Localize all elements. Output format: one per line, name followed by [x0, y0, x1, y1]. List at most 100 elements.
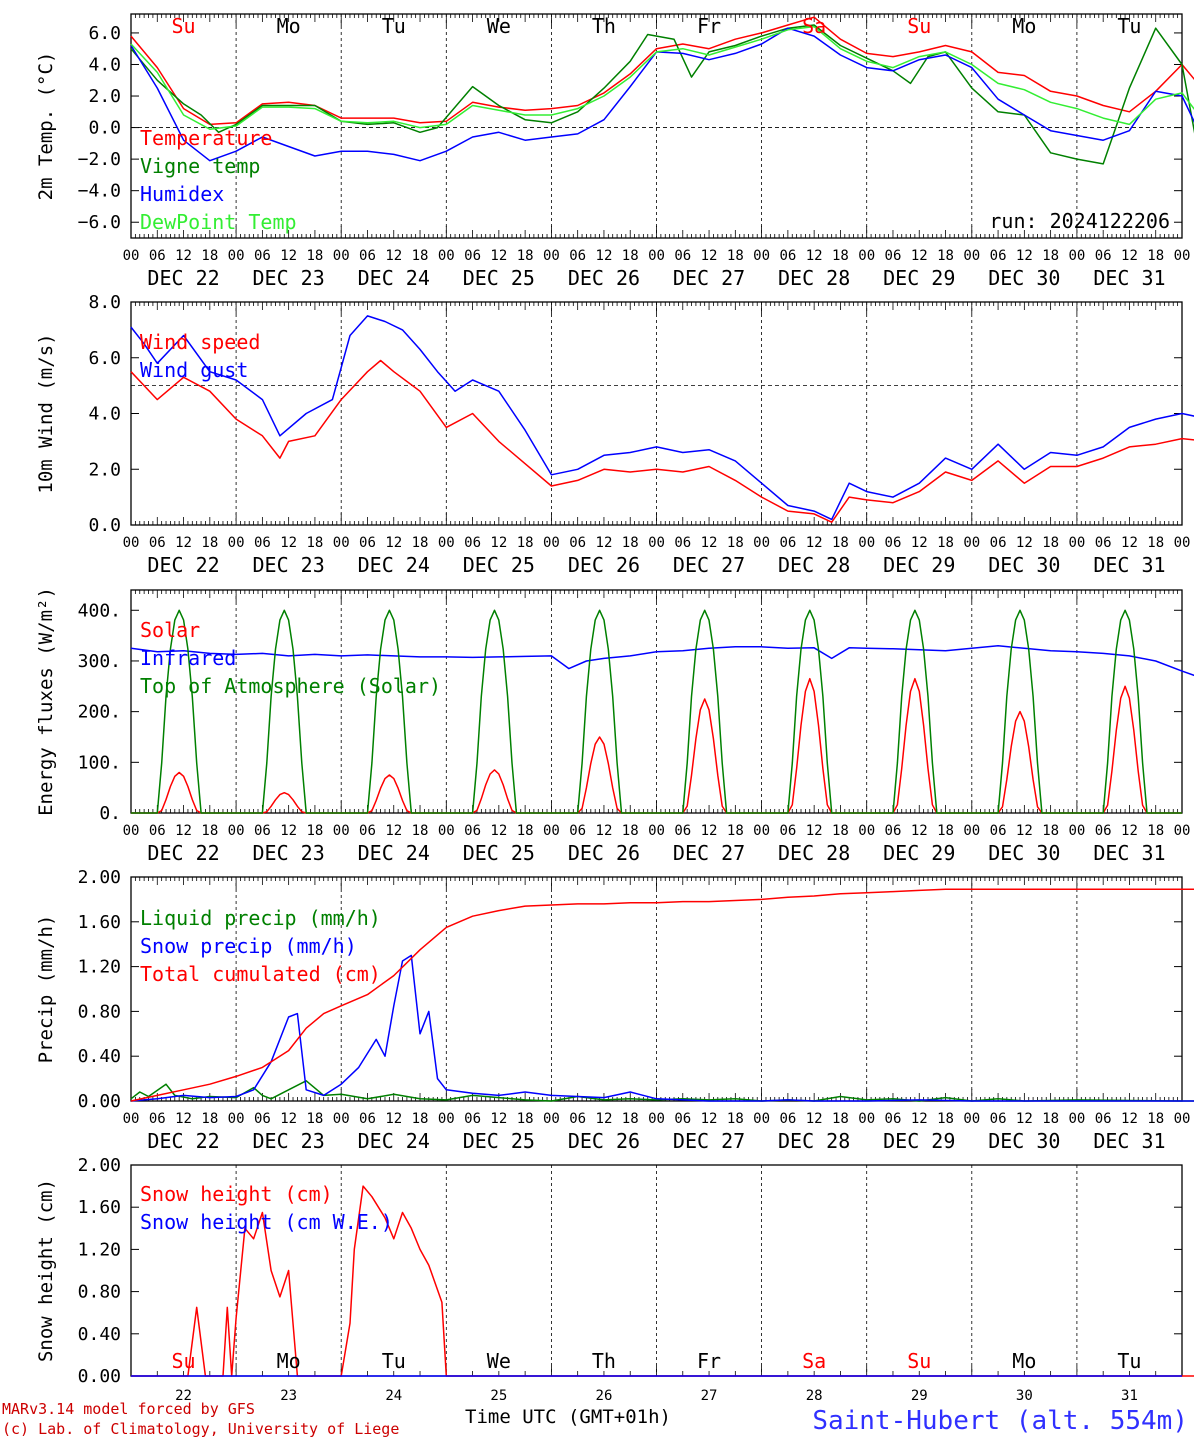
- run-label: run: 2024122206: [989, 209, 1170, 233]
- y-tick-label: 1.20: [78, 1239, 121, 1260]
- date-label: DEC 23: [253, 266, 325, 290]
- series-line: [130, 16, 1194, 126]
- weekday-label: Mo: [277, 1349, 301, 1373]
- date-label: DEC 31: [1093, 266, 1165, 290]
- date-label: DEC 28: [778, 553, 850, 577]
- y-tick-label: 0.80: [78, 1282, 121, 1303]
- weekday-label: Tu: [382, 1349, 406, 1373]
- hour-tick-label: 18: [1042, 248, 1059, 264]
- weekday-label: Mo: [1012, 14, 1036, 38]
- weekday-label: Tu: [382, 14, 406, 38]
- hour-tick-label: 12: [1016, 823, 1033, 839]
- hour-tick-label: 00: [1068, 535, 1085, 551]
- legend-label: DewPoint Temp: [140, 210, 297, 234]
- day-number-label: 31: [1121, 1388, 1138, 1404]
- hour-tick-label: 06: [885, 823, 902, 839]
- footer: MARv3.14 model forced by GFS (c) Lab. of…: [2, 1400, 1188, 1438]
- hour-tick-label: 00: [228, 248, 245, 264]
- hour-tick-label: 12: [1121, 535, 1138, 551]
- hour-tick-label: 12: [596, 1111, 613, 1127]
- hour-tick-label: 18: [306, 823, 323, 839]
- hour-tick-label: 00: [228, 1111, 245, 1127]
- hour-tick-label: 12: [490, 535, 507, 551]
- weekday-label: Mo: [1012, 1349, 1036, 1373]
- hour-tick-label: 12: [490, 248, 507, 264]
- hour-tick-label: 18: [1042, 1111, 1059, 1127]
- hour-tick-label: 18: [622, 535, 639, 551]
- hour-tick-label: 00: [543, 1111, 560, 1127]
- hour-tick-label: 18: [937, 248, 954, 264]
- hour-tick-label: 12: [596, 248, 613, 264]
- date-label: DEC 26: [568, 266, 640, 290]
- hour-tick-label: 18: [937, 823, 954, 839]
- chart-panel: 0.0 2.0 4.0 6.0 8.0 00 06 12 18 DEC 22 00 06 12 18 DEC…: [35, 292, 1194, 577]
- hour-tick-label: 12: [490, 823, 507, 839]
- hour-tick-label: 18: [622, 248, 639, 264]
- hour-tick-label: 00: [963, 535, 980, 551]
- legend-label: Vigne temp: [140, 154, 260, 178]
- date-label: DEC 22: [147, 841, 219, 865]
- hour-tick-label: 00: [438, 535, 455, 551]
- hour-tick-label: 06: [149, 535, 166, 551]
- hour-tick-label: 06: [779, 535, 796, 551]
- y-tick-label: −4.0: [78, 181, 121, 202]
- model-credit: MARv3.14 model forced by GFS: [2, 1400, 255, 1418]
- hour-tick-label: 06: [1095, 535, 1112, 551]
- date-label: DEC 31: [1093, 553, 1165, 577]
- hour-tick-label: 06: [674, 248, 691, 264]
- hour-tick-label: 12: [1016, 248, 1033, 264]
- date-label: DEC 27: [673, 1129, 745, 1153]
- hour-tick-label: 06: [569, 1111, 586, 1127]
- chart-panel: −6.0 −4.0 −2.0 0.0 2.0 4.0 6.0 00 06 12 18 DEC 22 00…: [35, 13, 1194, 290]
- hour-tick-label: 00: [333, 823, 350, 839]
- date-label: DEC 27: [673, 266, 745, 290]
- hour-tick-label: 06: [254, 1111, 271, 1127]
- date-label: DEC 27: [673, 841, 745, 865]
- day-number-label: 28: [806, 1388, 823, 1404]
- hour-tick-label: 12: [385, 823, 402, 839]
- hour-tick-label: 18: [1147, 823, 1164, 839]
- lab-credit: (c) Lab. of Climatology, University of L…: [2, 1420, 399, 1438]
- legend-label: Humidex: [140, 182, 224, 206]
- hour-tick-label: 06: [464, 823, 481, 839]
- y-tick-label: 0.0: [88, 515, 121, 536]
- hour-tick-label: 18: [412, 248, 429, 264]
- hour-tick-label: 06: [674, 535, 691, 551]
- date-label: DEC 22: [147, 266, 219, 290]
- date-label: DEC 23: [253, 841, 325, 865]
- hour-tick-label: 00: [753, 248, 770, 264]
- hour-tick-label: 12: [385, 248, 402, 264]
- weekday-label: Su: [907, 14, 931, 38]
- hour-tick-label: 00: [123, 535, 140, 551]
- hour-tick-label: 12: [911, 535, 928, 551]
- date-label: DEC 22: [147, 553, 219, 577]
- weekday-label: Su: [907, 1349, 931, 1373]
- hour-tick-label: 00: [438, 248, 455, 264]
- y-tick-label: 0.0: [88, 118, 121, 139]
- series-line: [131, 609, 1182, 814]
- hour-tick-label: 18: [412, 535, 429, 551]
- date-label: DEC 30: [988, 553, 1060, 577]
- date-label: DEC 31: [1093, 1129, 1165, 1153]
- date-label: DEC 29: [883, 553, 955, 577]
- y-axis-title: 2m Temp. (°C): [35, 52, 57, 201]
- y-tick-label: 0.: [99, 803, 121, 824]
- hour-tick-label: 06: [990, 248, 1007, 264]
- hour-tick-label: 06: [990, 823, 1007, 839]
- y-axis-title: Energy fluxes (W/m²): [35, 587, 57, 816]
- hour-tick-label: 06: [1095, 1111, 1112, 1127]
- y-tick-label: 0.80: [78, 1001, 121, 1022]
- hour-tick-label: 06: [779, 823, 796, 839]
- date-label: DEC 25: [463, 841, 535, 865]
- y-tick-label: 2.00: [78, 1155, 121, 1176]
- hour-tick-label: 00: [648, 535, 665, 551]
- hour-tick-label: 18: [727, 248, 744, 264]
- y-tick-label: 1.60: [78, 912, 121, 933]
- series-line: [130, 645, 1194, 677]
- hour-tick-label: 00: [333, 1111, 350, 1127]
- hour-tick-label: 18: [201, 248, 218, 264]
- hour-tick-label: 12: [701, 248, 718, 264]
- hour-tick-label: 06: [254, 535, 271, 551]
- hour-tick-label: 00: [543, 535, 560, 551]
- chart-panel: 0.00 0.40 0.80 1.20 1.60 2.00 00 06 12 18 DEC 22 00…: [35, 867, 1194, 1153]
